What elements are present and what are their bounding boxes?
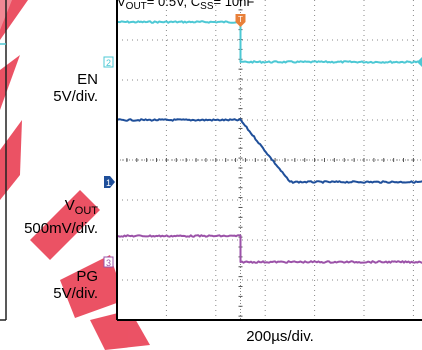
en-offscreen-marker xyxy=(417,57,422,67)
header-cutoff-text3: = 10nF xyxy=(214,0,255,9)
vout-marker: 1 xyxy=(104,176,115,188)
en-channel-label: EN 5V/div. xyxy=(40,71,98,105)
watermark-stroke xyxy=(0,120,22,200)
vout-channel-label: VOUT 500mV/div. xyxy=(0,197,98,237)
watermark-stroke xyxy=(60,255,125,318)
vout-name-main: V xyxy=(64,197,75,214)
en-scale: 5V/div. xyxy=(53,88,98,105)
watermark-stroke xyxy=(0,55,20,110)
pg-marker-text: 3 xyxy=(106,258,111,268)
trace-group xyxy=(116,20,422,264)
pg-marker: 3 xyxy=(103,256,114,268)
header-cutoff: VOUT= 0.5V, CSS= 10nF xyxy=(117,0,254,12)
left-panel-stub xyxy=(0,0,7,321)
header-cutoff-text2: = 0.5V, C xyxy=(147,0,200,9)
channel-markers: 2 1 3 xyxy=(103,56,422,268)
en-marker-box xyxy=(103,56,114,68)
header-cutoff-sub2: SS xyxy=(200,1,214,12)
pg-marker-box xyxy=(103,256,114,268)
en-name: EN xyxy=(77,71,98,88)
en-trace xyxy=(117,20,422,64)
x-axis-scale: 200µs/div. xyxy=(246,328,314,345)
plot-frame xyxy=(116,0,422,321)
pg-trace xyxy=(116,234,422,264)
trigger-marker-label: T xyxy=(238,15,243,24)
plot-area xyxy=(116,0,422,321)
pg-scale: 5V/div. xyxy=(53,285,98,302)
pg-name: PG xyxy=(76,268,98,285)
vout-scale: 500mV/div. xyxy=(24,220,98,237)
pg-channel-label: PG 5V/div. xyxy=(30,268,98,302)
en-marker-text: 2 xyxy=(106,58,111,68)
header-cutoff-text: V xyxy=(117,0,126,9)
vout-name: VOUT xyxy=(0,197,98,220)
watermark-stroke xyxy=(30,190,100,260)
en-marker: 2 xyxy=(103,56,114,68)
trigger-marker-shape xyxy=(235,14,246,27)
vout-marker-box xyxy=(104,176,115,188)
vout-marker-text: 1 xyxy=(106,178,111,188)
trigger-marker: T xyxy=(235,14,246,27)
vout-name-sub: OUT xyxy=(74,205,98,217)
header-cutoff-sub: OUT xyxy=(126,1,147,12)
vout-trace xyxy=(116,118,422,184)
